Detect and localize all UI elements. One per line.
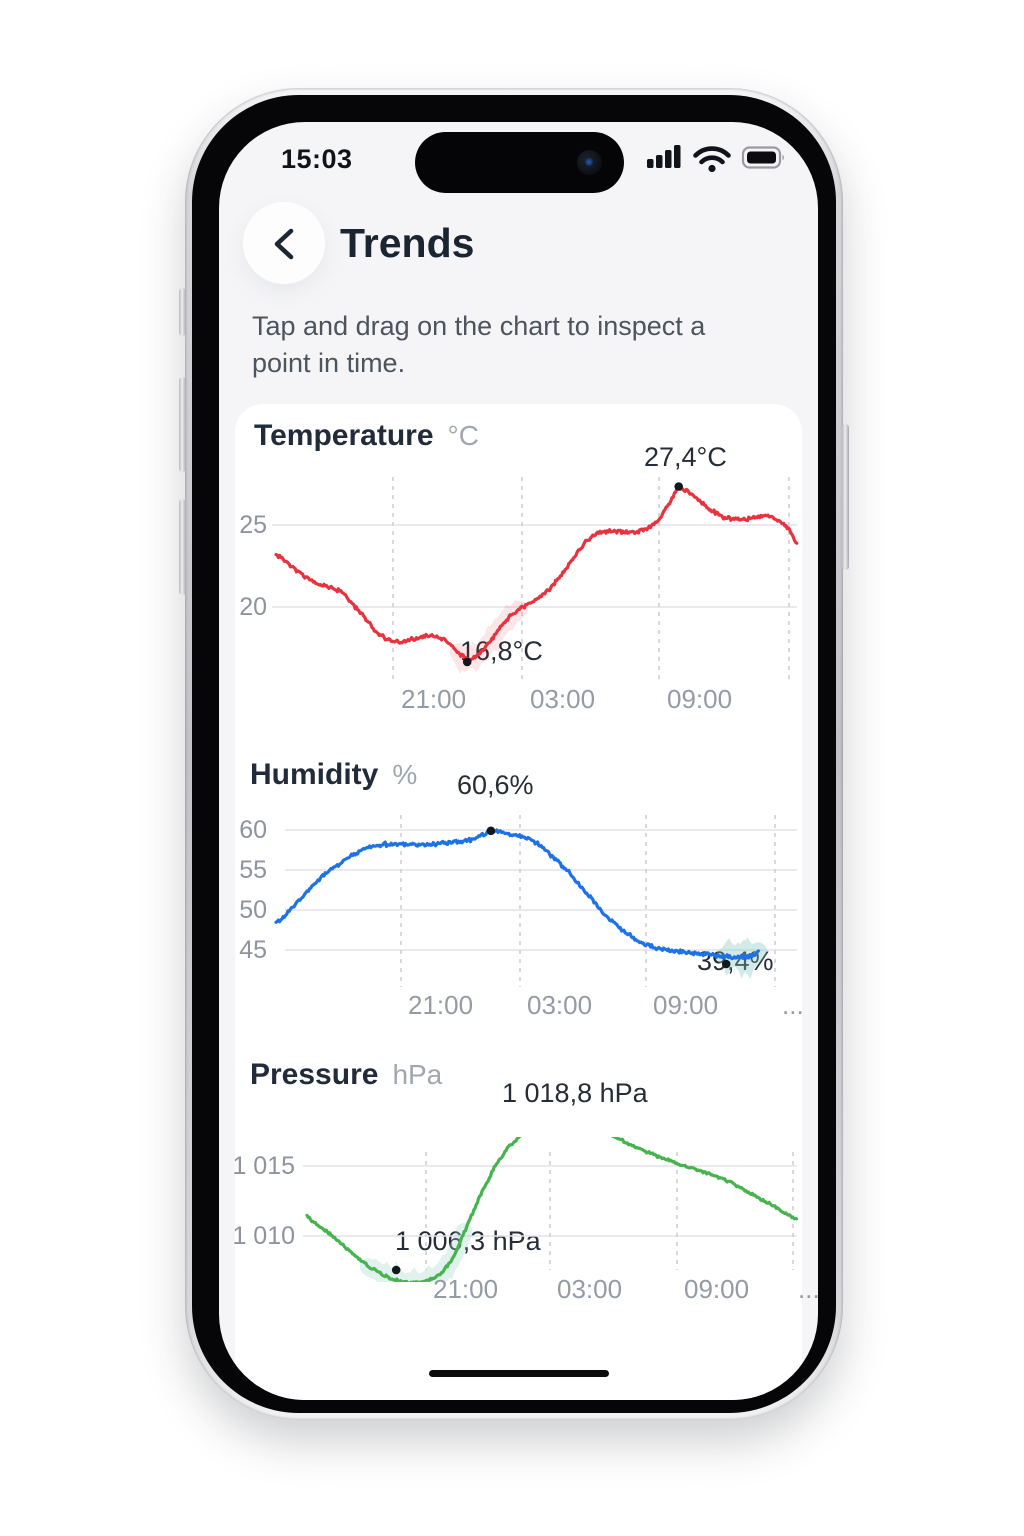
volume-up-button[interactable] xyxy=(179,377,186,472)
status-icons xyxy=(647,145,784,173)
instruction-line-1: Tap and drag on the chart to inspect a xyxy=(252,311,706,341)
temperature-max-callout: 27,4°C xyxy=(644,442,727,472)
humidity-chart[interactable] xyxy=(219,807,818,1002)
temperature-y-tick: 20 xyxy=(239,593,267,621)
pressure-x-tick: 21:00 xyxy=(433,1274,499,1304)
screen: 15:03 xyxy=(219,122,818,1400)
wifi-dot xyxy=(708,164,716,173)
pressure-chart[interactable] xyxy=(219,1137,818,1282)
humidity-y-tick: 60 xyxy=(239,816,267,844)
instruction-text: Tap and drag on the chart to inspect a p… xyxy=(252,308,782,382)
volume-down-button[interactable] xyxy=(179,499,186,595)
home-indicator[interactable] xyxy=(429,1370,609,1377)
phone-bezel: 15:03 xyxy=(192,95,836,1413)
temperature-x-tick: 09:00 xyxy=(667,684,733,714)
back-button[interactable] xyxy=(243,202,325,284)
humidity-unit: % xyxy=(392,759,418,790)
humidity-title-text: Humidity xyxy=(250,758,379,791)
chevron-left-icon xyxy=(274,228,294,260)
temperature-unit: °C xyxy=(447,420,479,451)
instruction-line-2: point in time. xyxy=(252,348,406,378)
humidity-min-callout: 39,4% xyxy=(697,946,774,976)
phone-frame: 15:03 xyxy=(179,88,849,1420)
pressure-title-text: Pressure xyxy=(250,1058,379,1091)
front-camera-icon xyxy=(577,150,602,175)
humidity-x-tick: 03:00 xyxy=(527,990,593,1020)
wifi-icon xyxy=(693,146,731,165)
humidity-x-tick-ellipsis: ... xyxy=(782,990,804,1020)
humidity-chart-title: Humidity% xyxy=(250,758,417,792)
pressure-y-tick: 1 010 xyxy=(232,1222,295,1250)
pressure-chart-title: Pressure hPa xyxy=(250,1058,442,1092)
humidity-y-tick: 45 xyxy=(239,936,267,964)
temperature-min-callout: 16,8°C xyxy=(460,636,543,666)
status-time: 15:03 xyxy=(281,144,353,174)
humidity-x-tick: 09:00 xyxy=(653,990,719,1020)
humidity-y-tick: 50 xyxy=(239,896,267,924)
cellular-signal-icon xyxy=(647,145,681,168)
temperature-chart[interactable] xyxy=(219,457,818,707)
pressure-x-tick-ellipsis: ... xyxy=(798,1274,818,1304)
humidity-max-callout: 60,6% xyxy=(457,770,534,800)
pressure-min-callout: 1 006,3 hPa xyxy=(395,1226,541,1256)
power-button[interactable] xyxy=(842,424,849,570)
humidity-x-tick: 21:00 xyxy=(408,990,474,1020)
temperature-title-text: Temperature xyxy=(254,419,434,452)
pressure-x-tick: 03:00 xyxy=(557,1274,623,1304)
page-title: Trends xyxy=(340,220,475,266)
dynamic-island xyxy=(415,132,624,193)
pressure-y-tick: 1 015 xyxy=(232,1152,295,1180)
temperature-x-tick: 03:00 xyxy=(530,684,596,714)
temperature-x-tick: 21:00 xyxy=(401,684,467,714)
temperature-chart-title: Temperature °C xyxy=(254,419,479,453)
battery-icon xyxy=(741,146,784,169)
pressure-x-tick: 09:00 xyxy=(684,1274,750,1304)
temperature-y-tick: 25 xyxy=(239,511,267,539)
pressure-unit: hPa xyxy=(392,1059,443,1090)
pressure-max-callout: 1 018,8 hPa xyxy=(502,1078,648,1108)
humidity-y-tick: 55 xyxy=(239,856,267,884)
action-button[interactable] xyxy=(179,288,186,336)
